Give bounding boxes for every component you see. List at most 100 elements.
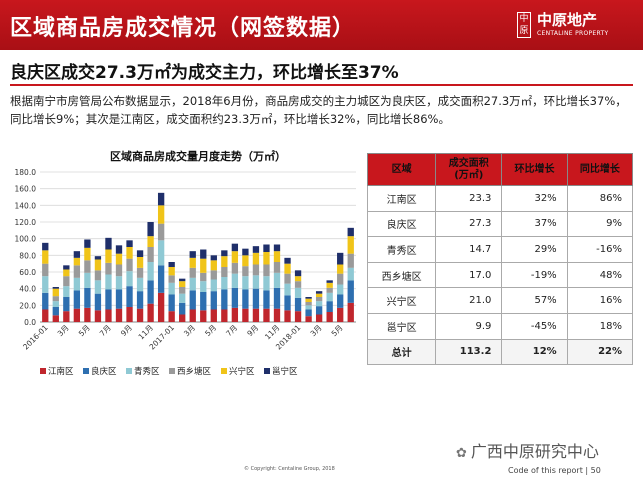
bar-segment: [337, 264, 344, 274]
legend-label: 良庆区: [91, 366, 117, 377]
bar-segment: [242, 289, 249, 309]
y-tick-label: 100.0: [15, 235, 37, 244]
legend-swatch: [264, 368, 270, 374]
y-tick-label: 180.0: [15, 168, 37, 177]
bar-segment: [242, 248, 249, 256]
y-tick-label: 60.0: [19, 268, 36, 277]
bar-segment: [179, 281, 186, 287]
cell-yoy: 18%: [566, 312, 634, 340]
bar-segment: [294, 281, 302, 288]
bar-segment: [284, 295, 291, 311]
x-tick-label: 7月: [98, 323, 113, 338]
x-tick-label: 9月: [119, 323, 134, 338]
bar-segment: [210, 291, 217, 310]
page-number: 50: [590, 466, 601, 475]
centaline-logo: 中原 中原地产 CENTALINE PROPERTY: [517, 8, 635, 42]
bar-segment: [326, 292, 333, 302]
bar-segment: [157, 223, 165, 241]
copyright-note: © Copyright: Centaline Group, 2018: [244, 466, 335, 472]
bar-segment: [221, 267, 228, 277]
bar-segment: [189, 257, 196, 268]
bar-segment: [284, 283, 291, 296]
bar-segment: [136, 267, 144, 278]
bar-segment: [263, 290, 270, 309]
x-tick-label: 7月: [224, 323, 239, 338]
report-code: Code of this report | 50: [508, 466, 601, 475]
bar-segment: [231, 307, 239, 322]
bar-segment: [273, 251, 281, 262]
stacked-bar-chart: 区域商品房成交量月度走势（万㎡） 0.0 20.0 40.0 60.0 80.0 100.0…: [15, 149, 356, 377]
cell-yoy: 86%: [566, 185, 634, 212]
bar-segment: [105, 237, 112, 250]
cell-yoy: 48%: [566, 261, 634, 289]
bar-segment: [326, 280, 333, 283]
bar-segment: [337, 294, 344, 308]
bar-segment: [221, 289, 228, 310]
bar-segment: [305, 309, 312, 317]
bar-segment: [326, 287, 333, 293]
bar-segment: [52, 296, 59, 302]
bar-segment: [115, 308, 123, 322]
x-tick-label: 2016-01: [21, 323, 50, 352]
y-tick-label: 20.0: [19, 301, 36, 310]
bar-segment: [242, 276, 249, 290]
bar-segment: [42, 263, 49, 277]
bar-segment: [200, 249, 207, 259]
x-tick-label: 3月: [56, 323, 71, 338]
bar-segment: [200, 310, 207, 322]
bar-segment: [52, 307, 59, 316]
wechat-account-name: 广西中原研究中心: [470, 442, 599, 461]
bar-segment: [189, 277, 196, 291]
cell-yoy: 9%: [566, 210, 634, 238]
cell-region: 西乡塘区: [366, 261, 437, 289]
chart-title: 区域商品房成交量月度走势（万㎡）: [110, 149, 286, 163]
bar-segment: [242, 266, 249, 277]
bar-segment: [52, 287, 59, 289]
bar-segment: [168, 267, 175, 276]
cell-mom: 57%: [501, 287, 568, 314]
col-header-mom: 环比增长: [501, 153, 568, 186]
bar-segment: [115, 264, 123, 277]
bar-segment: [273, 308, 281, 322]
bar-segment: [179, 302, 186, 315]
cell-mom: 32%: [501, 185, 568, 212]
legend-swatch: [126, 368, 132, 374]
bar-segment: [94, 280, 102, 294]
report-code-label: Code of this report: [508, 466, 583, 475]
bar-segment: [294, 270, 302, 277]
bar-segment: [63, 297, 70, 312]
table-total-row: 总计 113.2 12% 22%: [366, 338, 634, 366]
bar-segment: [147, 262, 154, 281]
bar-segment: [73, 308, 81, 322]
bar-segment: [284, 263, 291, 274]
bar-segment: [200, 272, 207, 282]
bar-segment: [105, 274, 112, 290]
bar-segment: [347, 267, 354, 281]
bar-segment: [315, 291, 323, 294]
bar-segment: [347, 302, 354, 322]
y-tick-label: 40.0: [19, 285, 36, 294]
cell-area: 14.7: [435, 236, 503, 263]
bar-segment: [73, 290, 81, 309]
bar-segment: [305, 298, 312, 302]
cell-mom: 37%: [501, 210, 568, 238]
wechat-icon: ✿: [456, 446, 467, 461]
bar-segment: [94, 256, 102, 260]
bar-segment: [273, 262, 281, 273]
bar-segment: [157, 240, 165, 266]
bar-segment: [347, 253, 354, 268]
bar-segment: [326, 312, 333, 322]
bar-segment: [63, 269, 70, 277]
bar-segment: [284, 273, 291, 284]
cell-mom: -19%: [501, 261, 568, 289]
summary-paragraph: 根据南宁市房管局公布数据显示，2018年6月份，商品房成交的主力城区为良庆区，成…: [10, 94, 627, 126]
bar-segment: [305, 305, 312, 310]
region-summary-table: 区域 成交面积 (万㎡) 环比增长 同比增长 江南区 23.3 32% 86% 良庆区 27…: [366, 153, 634, 366]
legend-label: 青秀区: [134, 366, 160, 377]
bar-segment: [126, 271, 133, 287]
legend-swatch: [40, 368, 46, 374]
bar-segment: [126, 240, 133, 247]
title-banner: 区域商品房成交情况（网签数据） 中原 中原地产 CENTALINE PROPER…: [0, 0, 643, 50]
bar-segment: [326, 282, 333, 288]
bar-segment: [168, 275, 175, 283]
